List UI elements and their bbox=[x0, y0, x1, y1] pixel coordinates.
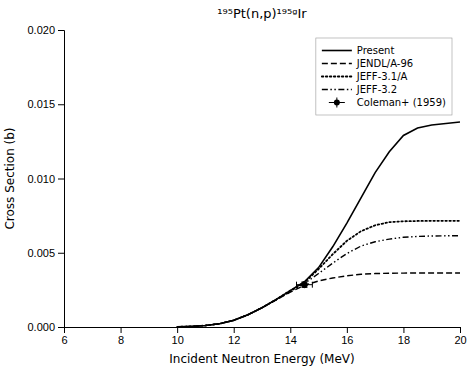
x-axis-tick-mark bbox=[177, 327, 178, 333]
y-axis: 0.000 0.005 0.010 0.015 0.020 bbox=[27, 24, 64, 333]
x-error-cap bbox=[312, 282, 313, 288]
legend-item: Present bbox=[322, 45, 395, 56]
legend-swatch bbox=[322, 89, 352, 90]
y-axis-tick-mark bbox=[58, 104, 64, 105]
legend-swatch bbox=[329, 98, 345, 108]
x-axis-tick-mark bbox=[290, 327, 291, 333]
y-axis-line bbox=[58, 31, 65, 328]
legend-swatch-marker bbox=[334, 100, 340, 106]
legend-item: JEFF-3.1/A bbox=[322, 71, 408, 82]
x-axis-tick-label: 10 bbox=[172, 334, 184, 346]
x-axis-tick-mark bbox=[460, 327, 461, 333]
series-line bbox=[177, 236, 460, 327]
x-axis-tick-mark bbox=[121, 327, 122, 333]
plot-area: 6 8 10 12 14 16 18 20 0.000 0.005 0.010 0.015 0.020 P… bbox=[27, 24, 466, 346]
legend-item: JEFF-3.2 bbox=[322, 84, 397, 95]
x-axis-tick-label: 12 bbox=[228, 334, 240, 346]
x-error-bar bbox=[297, 282, 313, 288]
y-axis-tick-mark bbox=[58, 179, 64, 180]
y-error-bar bbox=[301, 282, 307, 287]
legend-item: Coleman+ (1959) bbox=[329, 97, 446, 108]
x-axis-tick-mark bbox=[234, 327, 235, 333]
x-axis-tick-label: 20 bbox=[454, 334, 466, 346]
legend-label: JEFF-3.2 bbox=[356, 84, 397, 95]
scatter-series bbox=[297, 282, 313, 288]
x-axis-tick-mark bbox=[347, 327, 348, 333]
x-axis-tick: 20 bbox=[454, 327, 466, 346]
legend-label: Present bbox=[357, 45, 395, 56]
y-axis-tick-label: 0.020 bbox=[27, 24, 55, 36]
y-axis-tick-label: 0.010 bbox=[27, 173, 55, 185]
data-point bbox=[301, 282, 307, 288]
x-axis-line bbox=[65, 328, 461, 334]
x-axis-tick-label: 14 bbox=[285, 334, 297, 346]
x-error-cap bbox=[296, 282, 297, 288]
x-axis-tick: 18 bbox=[398, 327, 410, 346]
chart-title: ¹⁹⁵Pt(n,p)¹⁹⁵ᵍIr bbox=[217, 6, 307, 21]
series-line bbox=[177, 221, 460, 327]
legend-swatch bbox=[322, 76, 352, 78]
y-axis-tick: 0.000 bbox=[27, 321, 64, 333]
legend-label: JENDL/A-96 bbox=[356, 58, 413, 69]
y-axis-tick-mark bbox=[58, 327, 64, 328]
x-axis-tick-mark bbox=[403, 327, 404, 333]
x-axis: 6 8 10 12 14 16 18 20 bbox=[61, 327, 466, 346]
y-axis-tick: 0.010 bbox=[27, 173, 64, 185]
x-axis-tick-label: 6 bbox=[61, 334, 67, 346]
y-axis-tick-mark bbox=[58, 30, 64, 31]
y-axis-tick-label: 0.015 bbox=[27, 98, 55, 110]
y-axis-tick: 0.005 bbox=[27, 247, 64, 259]
y-axis-tick: 0.015 bbox=[27, 98, 64, 110]
legend-swatch bbox=[322, 63, 352, 64]
marks bbox=[177, 122, 460, 327]
x-axis-tick: 12 bbox=[228, 327, 240, 346]
y-axis-tick: 0.020 bbox=[27, 24, 64, 36]
legend-label: Coleman+ (1959) bbox=[357, 97, 446, 108]
series-line bbox=[177, 273, 460, 327]
legend-item: JENDL/A-96 bbox=[322, 58, 413, 69]
x-axis-tick: 6 bbox=[61, 327, 67, 346]
x-axis-tick-label: 8 bbox=[118, 334, 124, 346]
x-axis-title: Incident Neutron Energy (MeV) bbox=[169, 352, 354, 366]
x-axis-tick: 14 bbox=[285, 327, 297, 346]
x-axis-tick: 10 bbox=[172, 327, 184, 346]
y-axis-title: Cross Section (b) bbox=[3, 127, 17, 229]
x-axis-tick: 16 bbox=[341, 327, 353, 346]
x-axis-tick-label: 16 bbox=[341, 334, 353, 346]
legend: Present JENDL/A-96 JEFF-3.1/A JEFF-3.2 Colem… bbox=[316, 38, 452, 115]
series-line bbox=[177, 122, 460, 327]
y-axis-tick-label: 0.000 bbox=[27, 321, 55, 333]
x-axis-tick-label: 18 bbox=[398, 334, 410, 346]
x-axis-tick: 8 bbox=[118, 327, 124, 346]
y-axis-tick-label: 0.005 bbox=[27, 247, 55, 259]
legend-box bbox=[316, 38, 452, 115]
chart-container: 6 8 10 12 14 16 18 20 0.000 0.005 0.010 0.015 0.020 P… bbox=[0, 0, 476, 371]
legend-label: JEFF-3.1/A bbox=[356, 71, 408, 82]
legend-swatch bbox=[322, 50, 352, 52]
chart-svg: 6 8 10 12 14 16 18 20 0.000 0.005 0.010 0.015 0.020 P… bbox=[0, 0, 476, 371]
y-axis-tick-mark bbox=[58, 253, 64, 254]
legend-items: Present JENDL/A-96 JEFF-3.1/A JEFF-3.2 Colem… bbox=[322, 45, 446, 108]
